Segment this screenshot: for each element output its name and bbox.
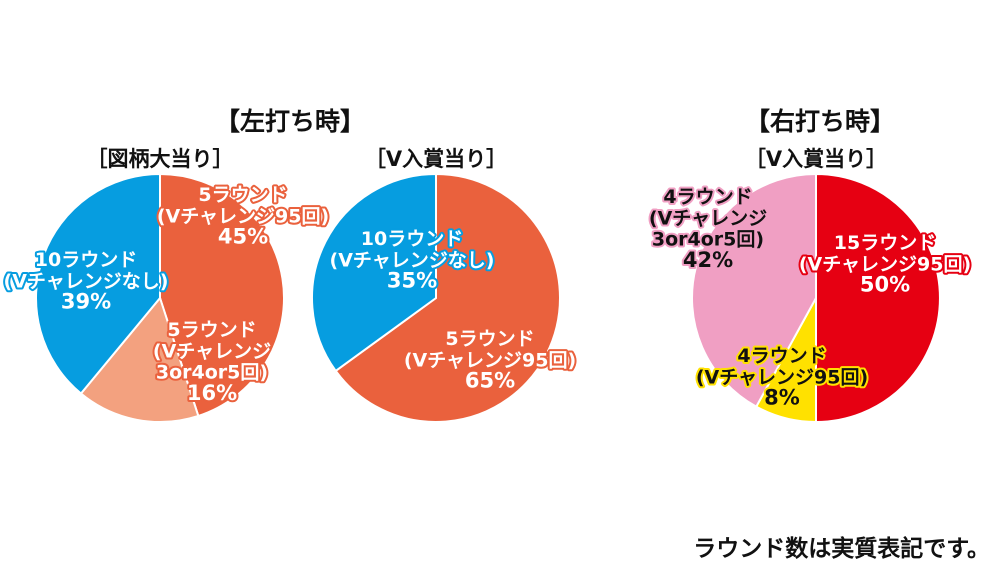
- slice-label-line: (Vチャレンジなし): [330, 249, 495, 271]
- slice-label-line: 3or4or5回): [652, 229, 764, 251]
- slice-label-line: (Vチャレンジ: [649, 207, 767, 229]
- slice-label-line: (Vチャレンジ95回): [799, 253, 971, 275]
- slice-percent: 39%: [61, 290, 111, 314]
- slice-percent: 35%: [387, 269, 437, 293]
- pie-2-slice-2: [311, 172, 437, 373]
- pie-1-slice-2: [79, 295, 200, 423]
- pie-2-slice-2-label: 10ラウンド(Vチャレンジなし) 35%: [330, 228, 495, 293]
- slice-label-line: 5ラウンド: [167, 319, 256, 341]
- pie-3-title: ［V入賞当り］: [745, 147, 887, 171]
- pie-1-title: ［図柄大当り］: [87, 147, 234, 171]
- slice-label-line: (Vチャレンジ95回): [696, 366, 868, 388]
- slice-label-line: 4ラウンド: [663, 186, 752, 208]
- slice-label-line: 5ラウンド: [445, 328, 534, 350]
- pie-3-slice-2-label: 4ラウンド(Vチャレンジ95回) 8%: [696, 345, 868, 410]
- header-right: 【右打ち時】: [745, 107, 895, 136]
- slice-percent: 42%: [683, 248, 733, 272]
- slice-label-line: 10ラウンド: [35, 249, 137, 271]
- pie-2-title: ［V入賞当り］: [365, 147, 507, 171]
- pie-3-slice-3-label: 4ラウンド(Vチャレンジ 3or4or5回) 42%: [649, 186, 767, 272]
- pie-3-slice-1: [815, 172, 941, 424]
- pie-2-slice-1-label: 5ラウンド(Vチャレンジ95回) 65%: [404, 328, 576, 393]
- pie-1-slice-3: [35, 172, 161, 395]
- pie-1-slice-2-label: 5ラウンド(Vチャレンジ 3or4or5回) 16%: [153, 319, 271, 405]
- slice-label-line: 5ラウンド: [198, 184, 287, 206]
- pie-1-slice-3-label: 10ラウンド(Vチャレンジなし) 39%: [4, 249, 169, 314]
- pie-1-slice-1-label: 5ラウンド(Vチャレンジ95回) 45%: [157, 184, 329, 249]
- labels-layer: 5ラウンド(Vチャレンジ95回) 45%5ラウンド(Vチャレンジ 3or4or5回)…: [2, 182, 974, 412]
- slice-label-line: 4ラウンド: [737, 345, 826, 367]
- pie-3-slice-3: [691, 172, 817, 409]
- pies-layer: [35, 172, 941, 424]
- pie-3-slice-1-label: 15ラウンド(Vチャレンジ95回) 50%: [799, 232, 971, 297]
- slice-percent: 45%: [218, 225, 268, 249]
- header-left: 【左打ち時】: [215, 107, 365, 136]
- slice-percent: 16%: [187, 381, 237, 405]
- slice-percent: 50%: [860, 273, 910, 297]
- slice-percent: 8%: [764, 386, 800, 410]
- slice-label-line: (Vチャレンジ95回): [157, 205, 329, 227]
- footnote: ラウンド数は実質表記です。: [693, 535, 990, 562]
- pie-1-slice-1: [159, 172, 285, 418]
- slice-label-line: 3or4or5回): [156, 362, 268, 384]
- slice-label-line: (Vチャレンジなし): [4, 270, 169, 292]
- slice-label-line: (Vチャレンジ95回): [404, 349, 576, 371]
- slice-label-line: (Vチャレンジ: [153, 340, 271, 362]
- slice-label-line: 10ラウンド: [361, 228, 463, 250]
- slice-percent: 65%: [465, 369, 515, 393]
- slice-label-line: 15ラウンド: [834, 232, 936, 254]
- pie-2-slice-1: [334, 172, 561, 423]
